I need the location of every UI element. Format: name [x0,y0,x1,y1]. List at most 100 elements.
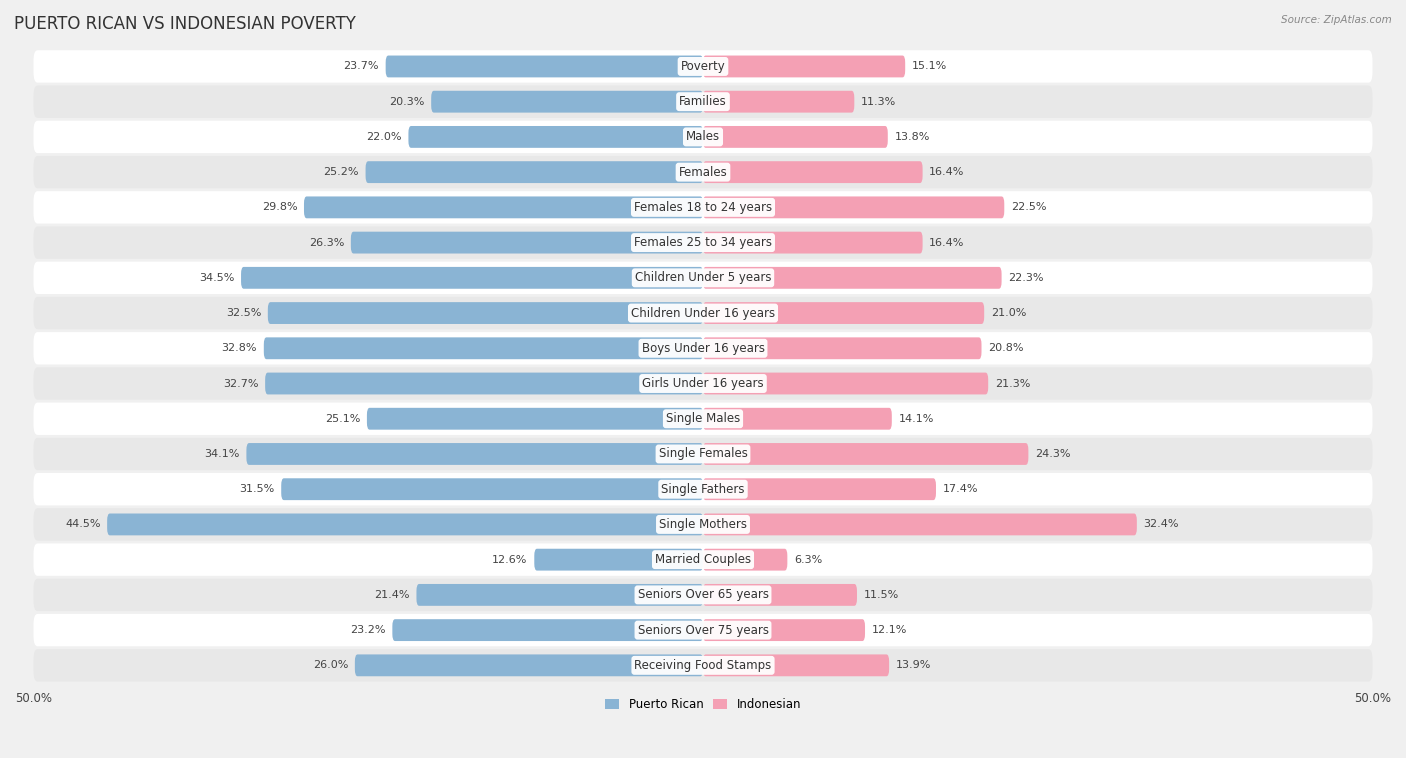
FancyBboxPatch shape [34,543,1372,576]
FancyBboxPatch shape [34,402,1372,435]
Text: 6.3%: 6.3% [794,555,823,565]
Text: 22.3%: 22.3% [1008,273,1043,283]
Text: 12.6%: 12.6% [492,555,527,565]
Text: 20.8%: 20.8% [988,343,1024,353]
Text: 32.7%: 32.7% [224,378,259,389]
Text: Children Under 16 years: Children Under 16 years [631,306,775,320]
Text: Source: ZipAtlas.com: Source: ZipAtlas.com [1281,15,1392,25]
FancyBboxPatch shape [34,297,1372,329]
FancyBboxPatch shape [703,443,1028,465]
Text: 15.1%: 15.1% [912,61,948,71]
FancyBboxPatch shape [264,337,703,359]
Text: 32.8%: 32.8% [222,343,257,353]
Text: PUERTO RICAN VS INDONESIAN POVERTY: PUERTO RICAN VS INDONESIAN POVERTY [14,15,356,33]
Text: 17.4%: 17.4% [942,484,979,494]
FancyBboxPatch shape [246,443,703,465]
Text: Seniors Over 75 years: Seniors Over 75 years [637,624,769,637]
FancyBboxPatch shape [266,373,703,394]
FancyBboxPatch shape [34,438,1372,470]
Text: 25.2%: 25.2% [323,168,359,177]
FancyBboxPatch shape [703,161,922,183]
Text: 34.5%: 34.5% [200,273,235,283]
Text: 12.1%: 12.1% [872,625,907,635]
FancyBboxPatch shape [366,161,703,183]
Text: 16.4%: 16.4% [929,237,965,248]
FancyBboxPatch shape [34,614,1372,647]
Text: Males: Males [686,130,720,143]
Text: 21.3%: 21.3% [995,378,1031,389]
FancyBboxPatch shape [703,513,1137,535]
Text: 24.3%: 24.3% [1035,449,1070,459]
FancyBboxPatch shape [107,513,703,535]
FancyBboxPatch shape [703,337,981,359]
Text: Receiving Food Stamps: Receiving Food Stamps [634,659,772,672]
Text: 26.0%: 26.0% [312,660,349,670]
FancyBboxPatch shape [352,232,703,253]
FancyBboxPatch shape [267,302,703,324]
FancyBboxPatch shape [703,232,922,253]
FancyBboxPatch shape [34,50,1372,83]
Text: 23.2%: 23.2% [350,625,385,635]
Text: 32.5%: 32.5% [226,308,262,318]
Text: Boys Under 16 years: Boys Under 16 years [641,342,765,355]
FancyBboxPatch shape [703,55,905,77]
Text: Females: Females [679,166,727,179]
FancyBboxPatch shape [34,578,1372,611]
FancyBboxPatch shape [34,262,1372,294]
FancyBboxPatch shape [34,368,1372,399]
FancyBboxPatch shape [281,478,703,500]
Text: Married Couples: Married Couples [655,553,751,566]
Text: 13.9%: 13.9% [896,660,931,670]
Text: 14.1%: 14.1% [898,414,934,424]
FancyBboxPatch shape [34,156,1372,188]
FancyBboxPatch shape [703,126,887,148]
Text: 44.5%: 44.5% [65,519,100,529]
Text: Single Fathers: Single Fathers [661,483,745,496]
FancyBboxPatch shape [703,373,988,394]
FancyBboxPatch shape [34,332,1372,365]
Legend: Puerto Rican, Indonesian: Puerto Rican, Indonesian [600,694,806,716]
FancyBboxPatch shape [408,126,703,148]
FancyBboxPatch shape [703,619,865,641]
FancyBboxPatch shape [703,267,1001,289]
Text: Children Under 5 years: Children Under 5 years [634,271,772,284]
FancyBboxPatch shape [703,91,855,113]
Text: 16.4%: 16.4% [929,168,965,177]
Text: Females 25 to 34 years: Females 25 to 34 years [634,236,772,249]
Text: 21.4%: 21.4% [374,590,409,600]
FancyBboxPatch shape [385,55,703,77]
FancyBboxPatch shape [240,267,703,289]
Text: 21.0%: 21.0% [991,308,1026,318]
FancyBboxPatch shape [416,584,703,606]
Text: 32.4%: 32.4% [1143,519,1180,529]
Text: 22.5%: 22.5% [1011,202,1046,212]
Text: 22.0%: 22.0% [366,132,402,142]
Text: 34.1%: 34.1% [204,449,239,459]
FancyBboxPatch shape [34,508,1372,540]
FancyBboxPatch shape [534,549,703,571]
Text: Single Males: Single Males [666,412,740,425]
FancyBboxPatch shape [34,191,1372,224]
Text: Poverty: Poverty [681,60,725,73]
FancyBboxPatch shape [703,584,858,606]
Text: 25.1%: 25.1% [325,414,360,424]
FancyBboxPatch shape [34,227,1372,258]
Text: 26.3%: 26.3% [309,237,344,248]
FancyBboxPatch shape [703,654,889,676]
FancyBboxPatch shape [703,302,984,324]
Text: Seniors Over 65 years: Seniors Over 65 years [637,588,769,601]
Text: Females 18 to 24 years: Females 18 to 24 years [634,201,772,214]
Text: Families: Families [679,96,727,108]
FancyBboxPatch shape [367,408,703,430]
Text: Single Mothers: Single Mothers [659,518,747,531]
Text: 31.5%: 31.5% [239,484,274,494]
FancyBboxPatch shape [34,473,1372,506]
Text: Girls Under 16 years: Girls Under 16 years [643,377,763,390]
Text: 20.3%: 20.3% [389,97,425,107]
FancyBboxPatch shape [354,654,703,676]
FancyBboxPatch shape [34,649,1372,681]
FancyBboxPatch shape [703,408,891,430]
FancyBboxPatch shape [34,86,1372,118]
FancyBboxPatch shape [703,478,936,500]
FancyBboxPatch shape [34,121,1372,153]
